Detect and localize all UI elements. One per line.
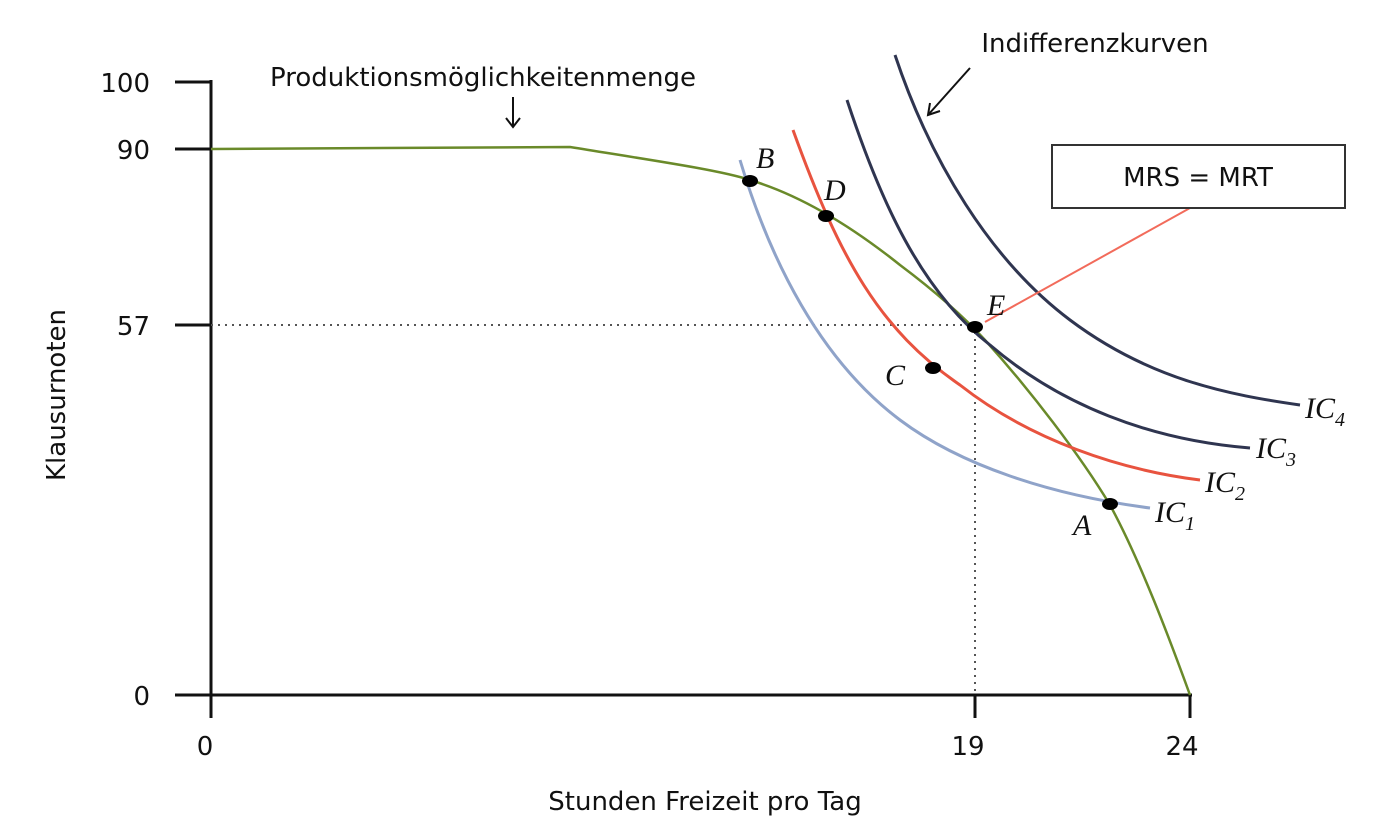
axes <box>175 80 1192 718</box>
point-label: E <box>986 289 1005 322</box>
point-label: C <box>885 359 906 392</box>
ic4-curve <box>893 54 1301 407</box>
y-tick-label: 90 <box>117 136 150 166</box>
arrows <box>505 67 971 129</box>
y-axis-label: Klausurnoten <box>42 309 72 481</box>
curve-label: IC3 <box>1255 432 1296 471</box>
ic3-curve <box>845 99 1251 450</box>
box-pointer <box>984 207 1191 323</box>
ppf-curve <box>210 145 1192 696</box>
ppf-label: Produktionsmöglichkeitenmenge <box>270 63 696 93</box>
points <box>742 175 1118 510</box>
curve-label: IC1 <box>1154 496 1195 535</box>
y-tick-label: 100 <box>100 69 150 99</box>
ic2-curve <box>791 129 1201 482</box>
point-label: B <box>756 142 774 175</box>
curve-label: IC2 <box>1204 466 1245 505</box>
y-tick-label: 0 <box>133 682 150 712</box>
ic-label: Indifferenzkurven <box>981 29 1208 59</box>
box-text: MRS = MRT <box>1123 163 1273 193</box>
ic1-curve <box>738 159 1151 510</box>
x-tick-label: 19 <box>951 732 984 762</box>
x-axis-label: Stunden Freizeit pro Tag <box>548 787 861 817</box>
guides <box>211 324 976 695</box>
y-tick-label: 57 <box>117 312 150 342</box>
curve-label: IC4 <box>1304 392 1345 431</box>
point-label: A <box>1071 509 1092 542</box>
box <box>1051 144 1346 209</box>
x-tick-label: 24 <box>1165 732 1198 762</box>
point-label: D <box>823 174 846 207</box>
x-tick-label: 0 <box>197 732 214 762</box>
